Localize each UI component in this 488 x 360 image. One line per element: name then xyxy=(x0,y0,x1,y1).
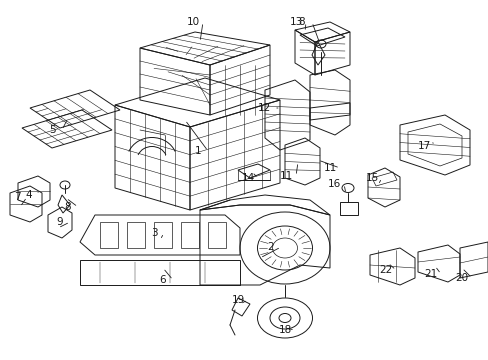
Text: 14: 14 xyxy=(241,173,254,183)
Text: 12: 12 xyxy=(257,103,270,113)
Text: 19: 19 xyxy=(231,295,244,305)
Text: 9: 9 xyxy=(57,217,63,227)
Text: 8: 8 xyxy=(298,17,305,27)
Text: 4: 4 xyxy=(26,190,32,200)
Text: 7: 7 xyxy=(14,192,20,202)
Text: 16: 16 xyxy=(326,179,340,189)
Text: 22: 22 xyxy=(379,265,392,275)
Text: 20: 20 xyxy=(454,273,468,283)
Text: 17: 17 xyxy=(417,141,430,151)
Text: 5: 5 xyxy=(49,125,55,135)
Text: 11: 11 xyxy=(323,163,336,173)
Text: 2: 2 xyxy=(267,242,274,252)
Text: 8: 8 xyxy=(64,202,71,212)
Text: 18: 18 xyxy=(278,325,291,335)
Text: 6: 6 xyxy=(160,275,166,285)
Text: 3: 3 xyxy=(150,228,157,238)
Text: 11: 11 xyxy=(279,171,292,181)
Text: 10: 10 xyxy=(186,17,199,27)
Text: 15: 15 xyxy=(365,173,378,183)
Text: 13: 13 xyxy=(289,17,302,27)
Text: 1: 1 xyxy=(194,146,201,156)
Text: 21: 21 xyxy=(424,269,437,279)
